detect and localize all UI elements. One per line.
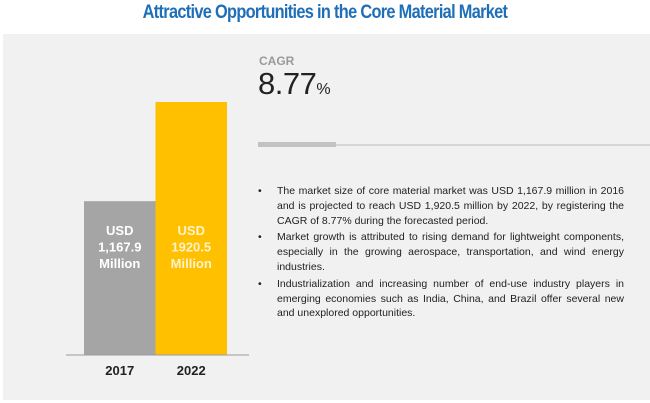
bullet-icon: • (258, 277, 262, 290)
cagr-value: 8.77% (258, 66, 331, 102)
cagr-number: 8.77 (258, 66, 317, 101)
cagr-underline (336, 144, 650, 146)
data-label-2022: 1920.5 (171, 240, 211, 255)
page-title: Attractive Opportunities in the Core Mat… (142, 2, 508, 23)
data-label-2017: Million (99, 256, 140, 271)
key-point-text: Industrialization and increasing number … (277, 277, 624, 320)
data-label-2017: USD (106, 223, 133, 238)
key-point: • The market size of core material market… (258, 184, 624, 228)
key-point-text: Market growth is attributed to rising de… (277, 231, 624, 273)
data-label-2022: USD (178, 223, 205, 238)
x-tick-label: 2022 (177, 363, 206, 378)
bar-2022 (155, 102, 227, 355)
x-tick-label: 2017 (105, 363, 134, 378)
key-point: • Industrialization and increasing number… (258, 277, 624, 321)
bullet-icon: • (258, 185, 262, 197)
cagr-unit: % (316, 81, 331, 98)
cagr-underline-accent (258, 142, 336, 147)
key-point-text: The market size of core material market … (277, 185, 624, 227)
bar-2017 (84, 201, 156, 355)
data-label-2022: Million (171, 256, 212, 271)
data-label-2017: 1,167.9 (98, 240, 141, 255)
bullet-icon: • (258, 231, 262, 244)
cagr-label: CAGR (259, 54, 295, 68)
key-points-list: • The market size of core material market… (258, 184, 624, 323)
key-point: • Market growth is attributed to rising d… (258, 230, 624, 274)
